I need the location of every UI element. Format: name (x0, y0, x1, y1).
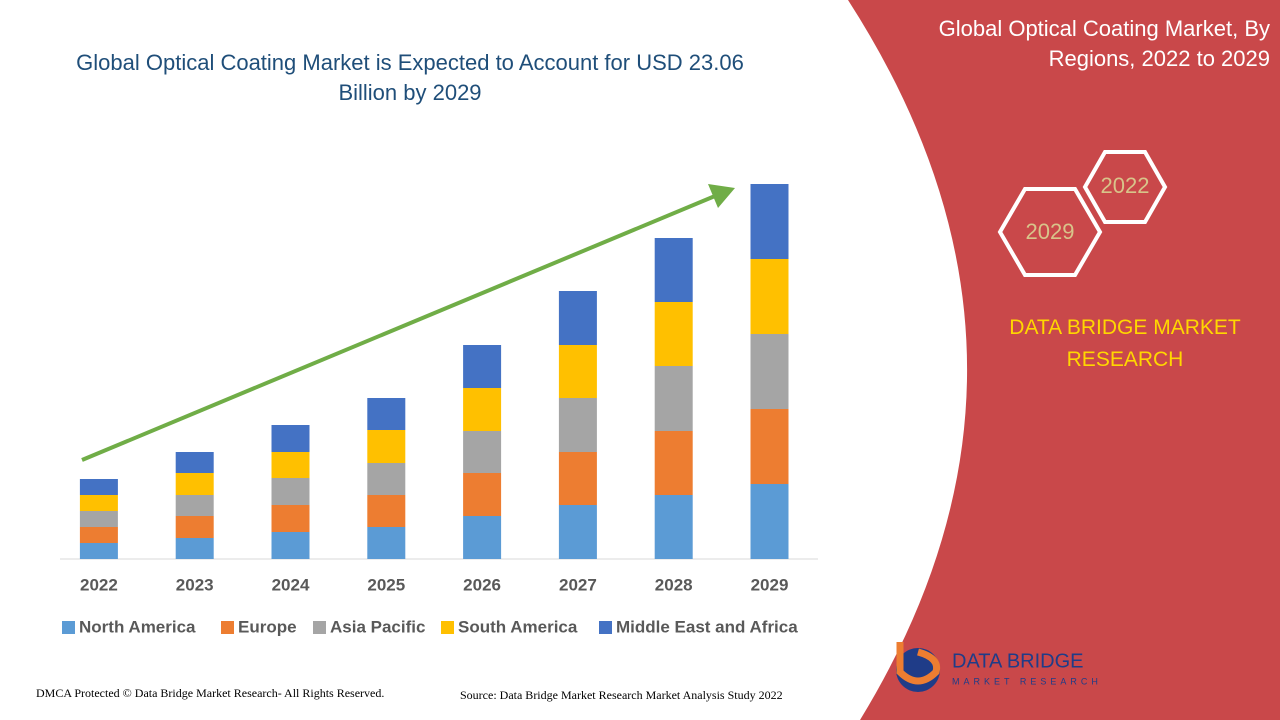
bar-segment (79, 495, 118, 511)
bar-segment (654, 238, 693, 302)
logo-name: DATA BRIDGE (952, 650, 1084, 672)
legend-swatch (599, 621, 612, 634)
x-tick-label: 2022 (80, 575, 118, 594)
bar-segment (654, 366, 693, 431)
bar-segment (463, 516, 502, 559)
bar-segment (175, 516, 214, 538)
legend-swatch (62, 621, 75, 634)
hexagon (1082, 150, 1168, 224)
bar-segment (367, 463, 406, 495)
bar-segment (558, 291, 597, 345)
x-tick-label: 2028 (655, 575, 693, 594)
red-panel (848, 0, 1280, 720)
legend-label: Asia Pacific (330, 617, 425, 636)
hex-label: 2022 (1101, 173, 1150, 198)
bar-segment (750, 409, 789, 484)
trend-arrow (81, 194, 716, 462)
bar-segment (463, 345, 502, 388)
bar-segment (654, 431, 693, 495)
bar-segment (654, 495, 693, 559)
logo-tagline: MARKET RESEARCH (952, 676, 1102, 686)
legend-label: North America (79, 617, 196, 636)
bar-segment (463, 431, 502, 473)
legend-swatch (221, 621, 234, 634)
bar-segment (79, 479, 118, 495)
x-tick-label: 2024 (272, 575, 310, 594)
bar-segment (79, 543, 118, 559)
legend-swatch (441, 621, 454, 634)
bar-segment (558, 452, 597, 505)
x-tick-label: 2027 (559, 575, 597, 594)
bar-segment (750, 334, 789, 409)
trend-arrowhead (708, 184, 735, 208)
bar-segment (750, 259, 789, 334)
bar-segment (271, 425, 310, 452)
brand: DATA BRIDGE MARKET RESEARCH (1009, 316, 1241, 371)
bar-segment (175, 452, 214, 473)
bar-segment (750, 184, 789, 259)
bar-segment (463, 388, 502, 431)
bar-segment (654, 302, 693, 366)
bar-segment (79, 511, 118, 527)
legend-label: Middle East and Africa (616, 617, 798, 636)
bar-segment (271, 478, 310, 505)
bar-segment (750, 484, 789, 559)
bar-segment (79, 527, 118, 543)
bar-segment (558, 505, 597, 559)
x-tick-label: 2025 (367, 575, 405, 594)
hex-label: 2029 (1026, 219, 1075, 244)
source: Source: Data Bridge Market Research Mark… (460, 688, 783, 702)
bar-segment (367, 527, 406, 559)
hexagon (997, 187, 1103, 277)
panel-title: Global Optical Coating Market, By Region… (938, 16, 1270, 71)
bar-segment (175, 495, 214, 516)
chart-title: Global Optical Coating Market is Expecte… (76, 50, 744, 105)
bar-segment (271, 532, 310, 559)
bar-segment (367, 430, 406, 463)
bar-segment (175, 473, 214, 495)
bar-segment (271, 452, 310, 478)
legend-label: Europe (238, 617, 297, 636)
bar-segment (463, 473, 502, 516)
bar-segment (367, 398, 406, 430)
bar-segment (367, 495, 406, 527)
legend-label: South America (458, 617, 578, 636)
bar-segment (175, 538, 214, 559)
copyright: DMCA Protected © Data Bridge Market Rese… (36, 686, 385, 700)
x-tick-label: 2026 (463, 575, 501, 594)
x-tick-label: 2029 (751, 575, 789, 594)
bar-segment (271, 505, 310, 532)
logo-icon (896, 642, 941, 692)
legend-swatch (313, 621, 326, 634)
x-tick-label: 2023 (176, 575, 214, 594)
bar-segment (558, 398, 597, 452)
bar-segment (558, 345, 597, 398)
